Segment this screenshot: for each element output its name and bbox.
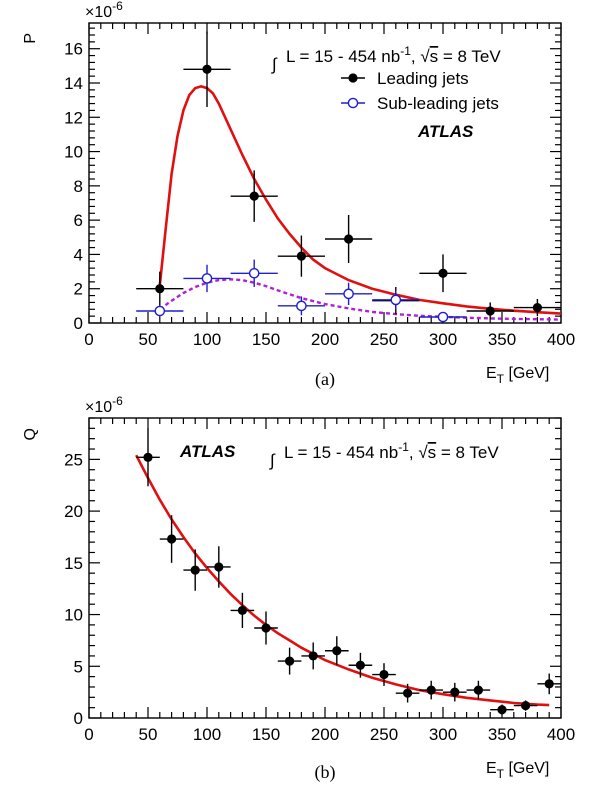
- data-point: [202, 64, 212, 74]
- y-tick-label: 12: [64, 108, 83, 127]
- data-point: [261, 623, 271, 633]
- atlas-label: ATLAS: [417, 122, 474, 141]
- legend-label: Leading jets: [377, 69, 469, 88]
- y-tick-label: 0: [74, 314, 83, 333]
- data-point: [426, 685, 436, 695]
- data-point: [544, 679, 554, 689]
- x-tick-label: 250: [370, 330, 398, 349]
- x-tick-label: 100: [193, 725, 221, 744]
- data-point-open: [437, 311, 449, 323]
- data-point: [190, 565, 200, 575]
- data-point: [403, 688, 413, 698]
- plot-frame: [88, 417, 562, 719]
- data-point-open: [201, 273, 213, 284]
- data-point: [237, 605, 247, 616]
- y-axis-label: P: [22, 33, 39, 44]
- fit-curve: [158, 85, 562, 315]
- y-axis-label: Q: [22, 428, 39, 440]
- legend: Leading jets Sub-leading jets: [341, 69, 499, 113]
- x-tick-label: 200: [311, 330, 339, 349]
- data-point: [355, 660, 365, 670]
- x-tick-label: 350: [488, 330, 516, 349]
- data-point: [143, 452, 153, 462]
- x-tick-label: 100: [193, 330, 221, 349]
- x-tick-label: 350: [488, 725, 516, 744]
- y-tick-label: 4: [74, 245, 83, 264]
- x-tick-label: 150: [252, 330, 280, 349]
- y-tick-label: 14: [64, 74, 83, 93]
- panel-a: 0 50 100 150 200 250 300 350 400 0 2 4 6 8 10 12 14 16 P ×1…: [22, 0, 575, 390]
- series-sub-leading-jets: [136, 259, 467, 323]
- fit-curve-dashed: [159, 278, 562, 321]
- integral-sign: ∫: [271, 55, 278, 74]
- luminosity-text: L = 15 - 454 nb-1, √s = 8 TeV: [286, 44, 501, 66]
- y-multiplier-label: ×10-6: [85, 394, 123, 416]
- data-point: [532, 302, 543, 313]
- series-leading-jets: [136, 31, 561, 320]
- data-point: [473, 685, 483, 695]
- legend-marker: [348, 73, 358, 83]
- data-point-open: [390, 294, 402, 306]
- x-axis-label: ET [GeV]: [486, 365, 549, 386]
- y-tick-label: 0: [74, 709, 83, 728]
- x-tick-label: 0: [84, 330, 93, 349]
- data-point: [285, 656, 295, 666]
- integral-sign: ∫: [269, 451, 276, 470]
- data-point: [308, 651, 318, 661]
- panel-caption: (a): [315, 369, 335, 390]
- y-tick-label: 10: [64, 143, 83, 162]
- data-point: [332, 646, 342, 656]
- x-tick-label: 400: [547, 725, 575, 744]
- x-tick-label: 50: [139, 725, 158, 744]
- data-point: [521, 700, 531, 711]
- y-tick-label: 2: [74, 280, 83, 299]
- data-point: [438, 268, 448, 278]
- atlas-label: ATLAS: [179, 442, 236, 461]
- legend-label: Sub-leading jets: [377, 94, 499, 113]
- panel-b: 0 50 100 150 200 250 300 350 400 0 5 10 15 20 25 Q ×10-6…: [22, 394, 575, 783]
- x-tick-label: 300: [429, 725, 457, 744]
- y-tick-label: 20: [64, 502, 83, 521]
- panel-caption: (b): [315, 762, 336, 783]
- legend-marker-open: [347, 97, 359, 109]
- y-multiplier-label: ×10-6: [85, 0, 123, 21]
- x-tick-label: 200: [311, 725, 339, 744]
- x-tick-label: 300: [429, 330, 457, 349]
- y-tick-label: 15: [64, 554, 83, 573]
- data-point-open: [296, 300, 307, 312]
- data-point: [450, 687, 460, 697]
- y-tick-label: 5: [74, 657, 83, 676]
- y-tick-label: 6: [74, 211, 83, 230]
- data-point: [485, 306, 495, 316]
- y-tick-label: 8: [74, 177, 83, 196]
- luminosity-text: L = 15 - 454 nb-1, √s = 8 TeV: [284, 440, 499, 462]
- data-point: [344, 234, 354, 244]
- data-point-open: [154, 305, 166, 317]
- y-tick-label: 16: [64, 40, 83, 59]
- x-tick-label: 400: [547, 330, 575, 349]
- data-point: [296, 251, 306, 261]
- x-tick-label: 250: [370, 725, 398, 744]
- y-tick-label: 25: [64, 450, 83, 469]
- data-point: [249, 191, 259, 201]
- x-tick-label: 150: [252, 725, 280, 744]
- x-tick-label: 50: [139, 330, 158, 349]
- fit-curve: [135, 454, 550, 707]
- data-point-open: [343, 288, 354, 300]
- data-point: [379, 669, 389, 680]
- x-axis-label: ET [GeV]: [486, 760, 549, 781]
- x-tick-label: 0: [84, 725, 93, 744]
- data-point-open: [248, 267, 260, 279]
- y-tick-label: 10: [64, 606, 83, 625]
- data-point: [497, 705, 507, 715]
- data-point: [214, 562, 224, 572]
- series-leading-jets: [136, 428, 561, 715]
- data-point: [167, 534, 177, 544]
- data-point: [155, 284, 165, 294]
